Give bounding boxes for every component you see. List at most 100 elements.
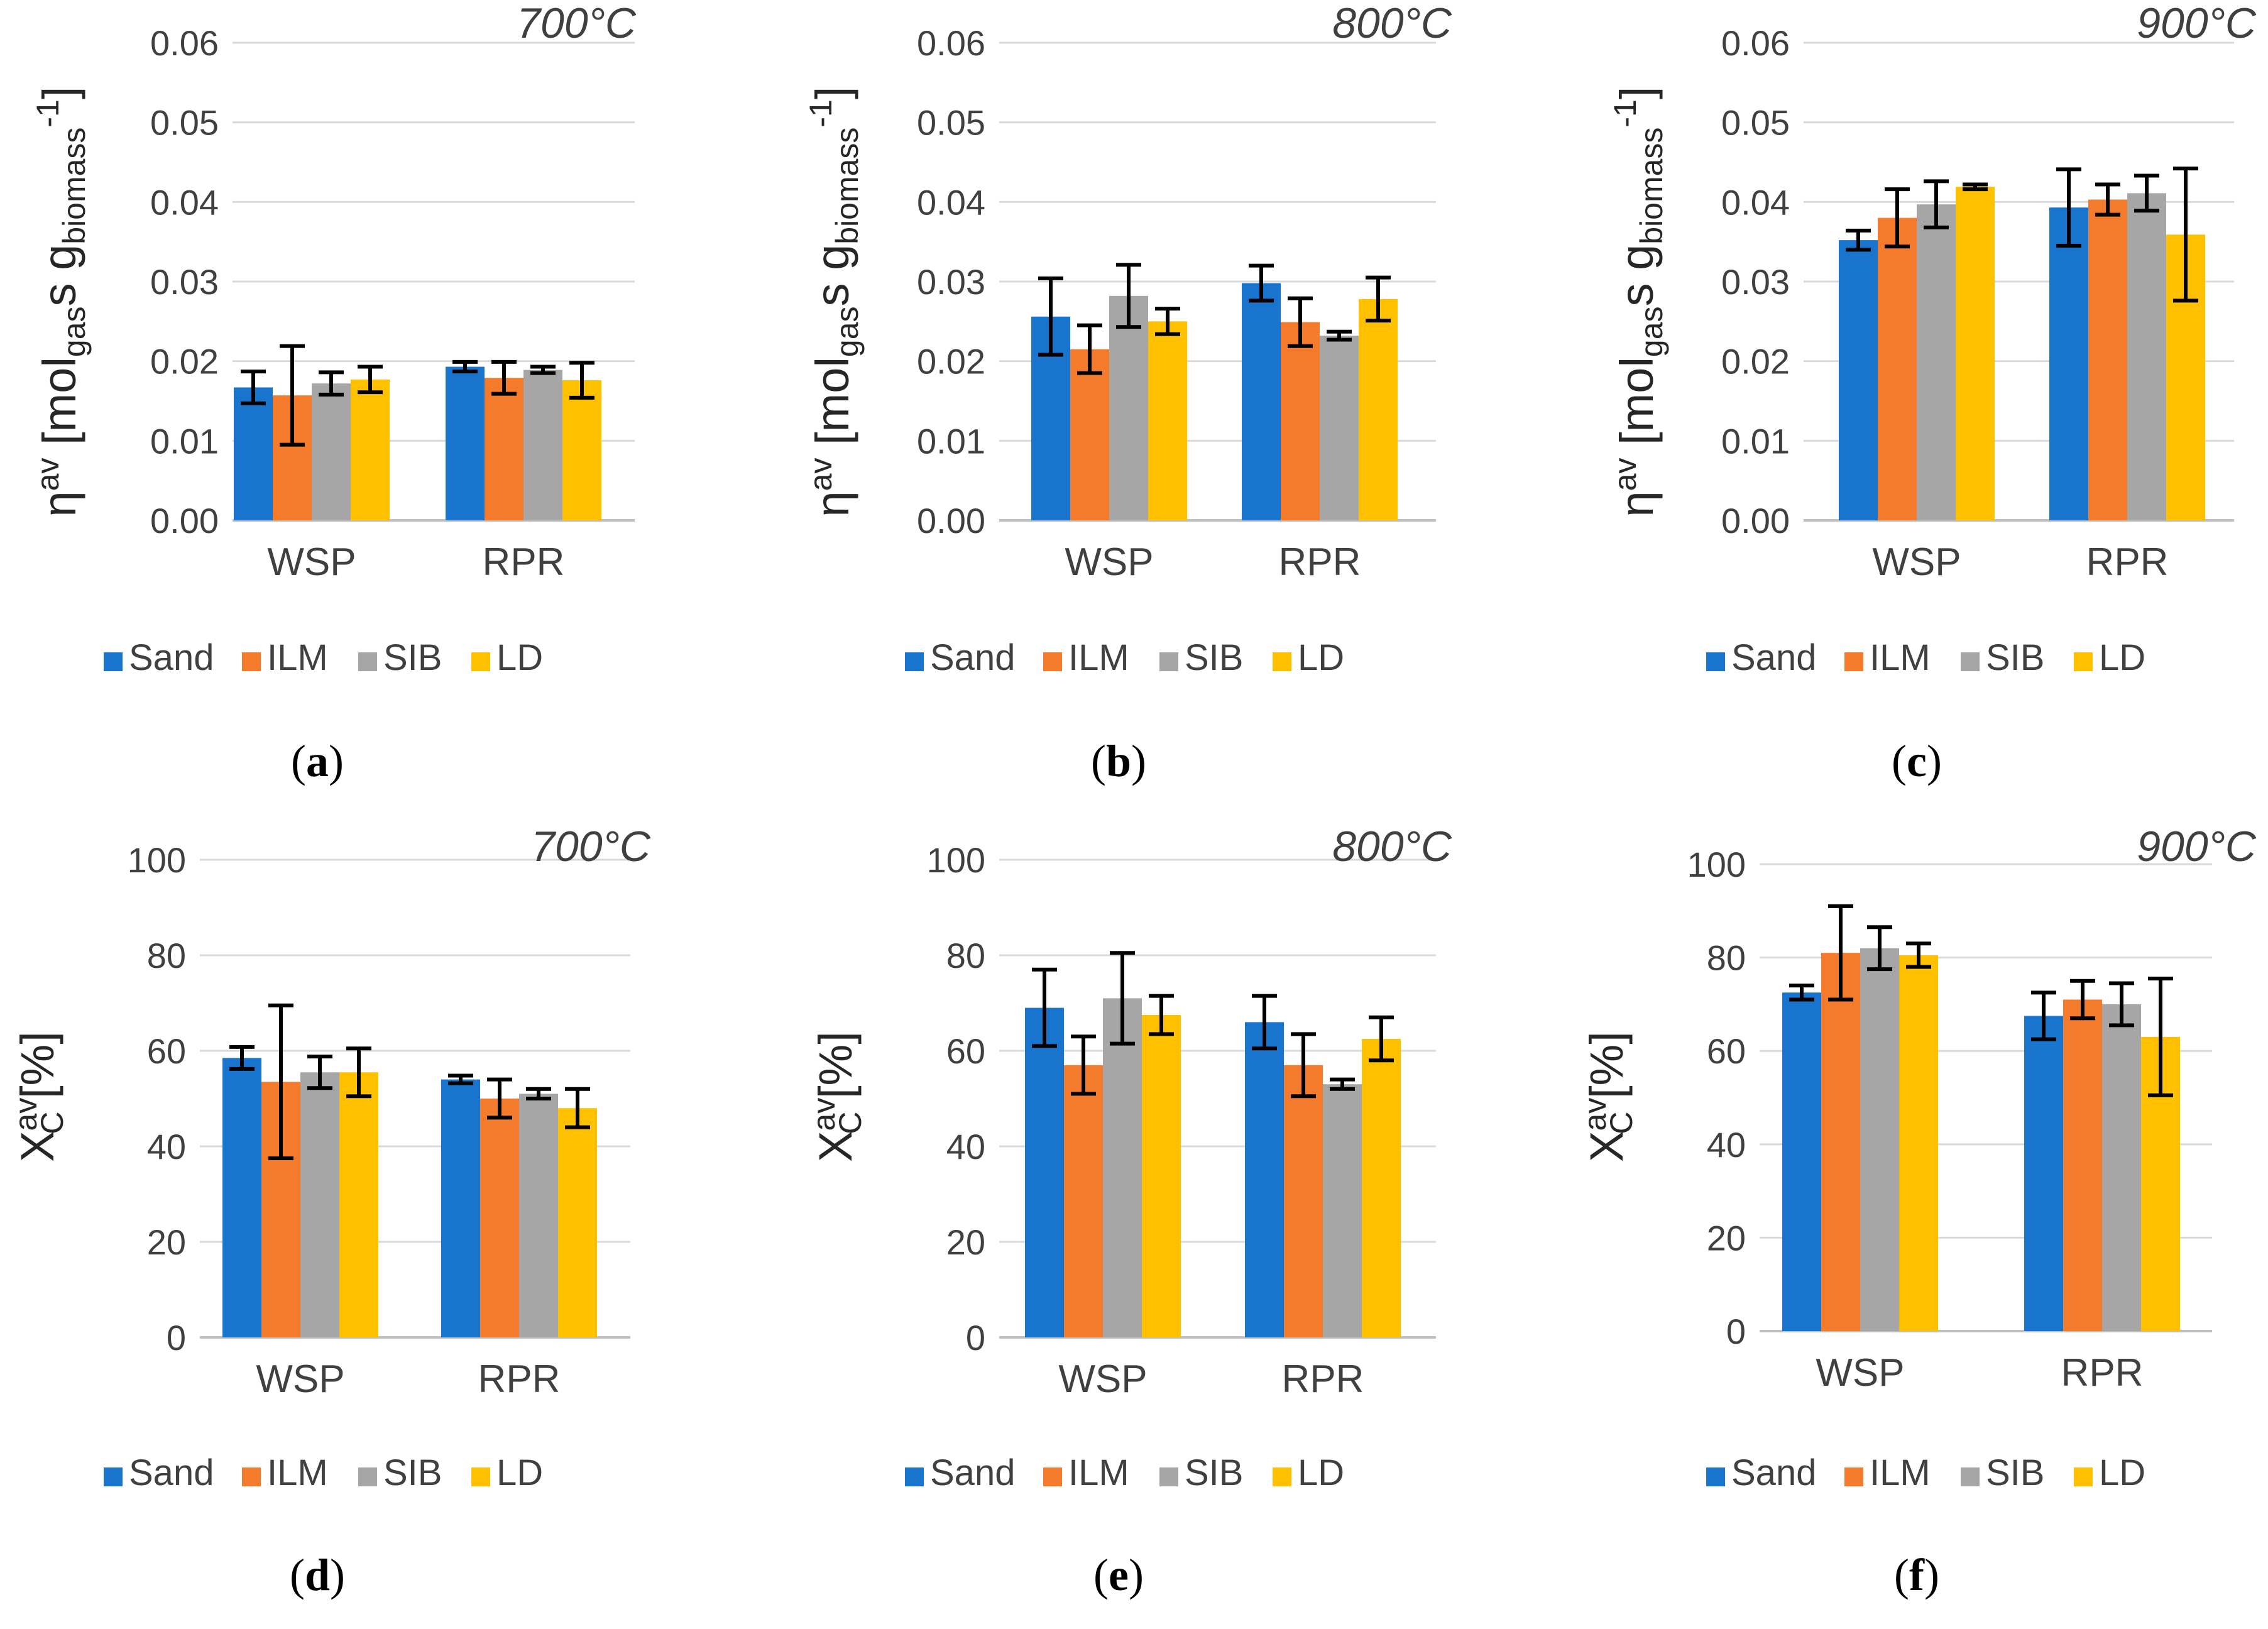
legend: Sand ILM SIB LD: [905, 637, 1344, 678]
bar-ilm-rpr: [1281, 322, 1320, 520]
bar-sand-rpr: [1245, 1022, 1284, 1337]
y-axis-label: XavC [%]: [806, 1031, 868, 1162]
y-tick-label: 0.04: [917, 182, 985, 222]
bar-sand-wsp: [1839, 240, 1878, 520]
bar-sib-rpr: [1320, 336, 1359, 520]
bar-sib-rpr: [2102, 1004, 2141, 1331]
legend-label-sib: SIB: [1185, 1452, 1244, 1493]
panel-label: (c): [1892, 736, 1942, 786]
legend-swatch-ilm: [242, 652, 261, 671]
legend-swatch-sand: [104, 1467, 123, 1486]
x-category-label: WSP: [1872, 540, 1961, 584]
y-tick-label: 20: [1707, 1218, 1746, 1258]
y-tick-label: 100: [927, 840, 985, 880]
y-tick-label: 0.03: [150, 262, 219, 302]
bar-sib-wsp: [1860, 948, 1899, 1331]
legend-swatch-ilm: [1844, 652, 1863, 671]
bar-sand-wsp: [1025, 1007, 1064, 1337]
y-axis-label: XavC [%]: [1577, 1031, 1640, 1162]
legend-swatch-ilm: [242, 1467, 261, 1486]
legend-label-sand: Sand: [930, 1452, 1015, 1493]
x-category-label: WSP: [1816, 1351, 1904, 1395]
bar-sand-wsp: [222, 1058, 261, 1337]
y-tick-label: 0: [167, 1318, 186, 1358]
y-tick-label: 20: [946, 1222, 985, 1262]
bar-ld-wsp: [1956, 187, 1995, 520]
legend-swatch-sib: [358, 1467, 377, 1486]
legend-label-ld: LD: [2099, 1452, 2145, 1493]
x-category-label: WSP: [1065, 540, 1153, 584]
y-tick-label: 0.01: [917, 421, 985, 461]
chart-panel-f: 0 20 40 60 80 100 WSP RPR 900°C XavC [%] Sand ILM SI…: [1577, 823, 2257, 1600]
bar-sand-wsp: [234, 387, 273, 520]
panel-label: (f): [1894, 1550, 1939, 1600]
chart-panel-c: 0.00 0.01 0.02 0.03 0.04 0.05 0.06 WSP RPR 900°C η…: [1608, 0, 2257, 786]
y-tick-label: 100: [1687, 845, 1746, 884]
y-tick-label: 80: [147, 936, 186, 975]
legend-label-sib: SIB: [1986, 1452, 2045, 1493]
legend-swatch-sand: [104, 652, 123, 671]
bar-sand-rpr: [1242, 283, 1281, 520]
bar-ld-rpr: [1359, 299, 1398, 520]
legend-swatch-sand: [1706, 1467, 1725, 1486]
y-tick-label: 80: [1707, 938, 1746, 978]
y-tick-label: 0.06: [1721, 23, 1790, 63]
bar-ilm-rpr: [2088, 199, 2127, 520]
legend-label-ilm: ILM: [1068, 637, 1129, 678]
legend-swatch-sib: [1159, 1467, 1178, 1486]
legend-swatch-ld: [471, 1467, 490, 1486]
bar-ld-rpr: [1362, 1039, 1401, 1337]
bar-sib-rpr: [519, 1094, 558, 1337]
legend-swatch-sib: [1961, 652, 1980, 671]
bar-sand-rpr: [2024, 1016, 2063, 1331]
y-tick-label: 0.00: [1721, 501, 1790, 540]
y-tick-label: 0.03: [1721, 262, 1790, 302]
bar-ld-wsp: [339, 1072, 378, 1337]
bar-ilm-wsp: [1064, 1065, 1103, 1337]
bar-sib-rpr: [1323, 1084, 1362, 1337]
bar-sib-rpr: [2127, 193, 2166, 520]
legend-label-ld: LD: [1298, 637, 1344, 678]
legend-label-ilm: ILM: [1870, 1452, 1931, 1493]
y-tick-label: 100: [128, 840, 186, 880]
y-tick-label: 60: [147, 1031, 186, 1071]
legend-swatch-ilm: [1844, 1467, 1863, 1486]
y-tick-label: 60: [1707, 1031, 1746, 1071]
chart-title: 800°C: [1332, 0, 1452, 47]
legend-label-sib: SIB: [1986, 637, 2045, 678]
legend-label-sib: SIB: [383, 1452, 442, 1493]
legend-label-ilm: ILM: [1870, 637, 1931, 678]
bar-ld-rpr: [558, 1108, 597, 1337]
y-tick-label: 0.05: [1721, 103, 1790, 143]
bar-ilm-rpr: [485, 378, 523, 520]
y-tick-label: 0.02: [917, 342, 985, 381]
legend-swatch-ld: [2074, 1467, 2093, 1486]
chart-title: 700°C: [517, 0, 637, 47]
bar-sib-wsp: [1103, 998, 1142, 1337]
legend-swatch-ld: [2074, 652, 2093, 671]
legend-label-sib: SIB: [383, 637, 442, 678]
y-tick-label: 0.06: [150, 23, 219, 63]
y-tick-label: 0.05: [917, 103, 985, 143]
bar-ld-wsp: [1899, 955, 1938, 1331]
y-tick-label: 0.05: [150, 103, 219, 143]
chart-panel-a: 0.00 0.01 0.02 0.03 0.04 0.05 0.06 WSP RPR 700°C η…: [30, 0, 637, 786]
legend: Sand ILM SIB LD: [1706, 1452, 2145, 1493]
bar-ld-wsp: [1148, 321, 1187, 520]
legend-label-sand: Sand: [1731, 637, 1816, 678]
bar-ilm-rpr: [1284, 1065, 1323, 1337]
x-category-label: WSP: [1058, 1358, 1147, 1401]
legend-label-sand: Sand: [129, 637, 214, 678]
legend-swatch-sand: [905, 652, 924, 671]
legend-swatch-ilm: [1043, 1467, 1062, 1486]
y-axis-label: ηav [molgass gbiomass-1]: [803, 87, 865, 517]
bar-sib-wsp: [300, 1072, 339, 1337]
x-category-label: RPR: [1282, 1358, 1364, 1401]
x-category-label: RPR: [1279, 540, 1361, 584]
legend-swatch-sib: [1961, 1467, 1980, 1486]
x-category-label: RPR: [2086, 540, 2169, 584]
bar-ld-rpr: [562, 380, 601, 520]
y-tick-label: 20: [147, 1222, 186, 1262]
legend-swatch-sib: [1159, 652, 1178, 671]
